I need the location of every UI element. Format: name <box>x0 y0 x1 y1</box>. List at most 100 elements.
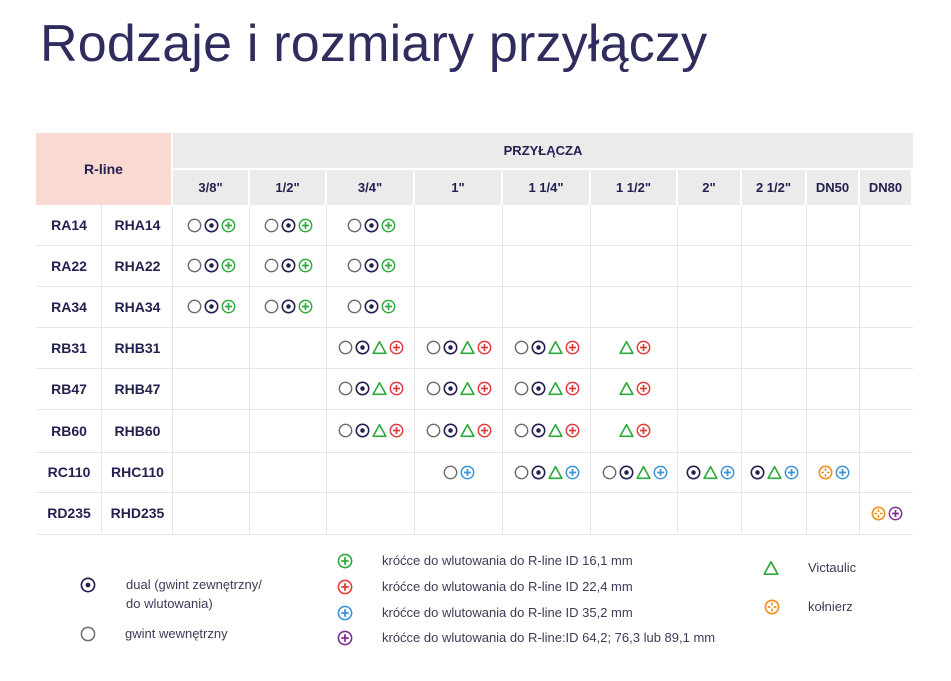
legend-blue-label: króćce do wlutowania do R-line ID 35,2 m… <box>382 605 633 620</box>
model-rha: RHA22 <box>114 257 161 274</box>
green-plus-icon <box>337 553 353 569</box>
legend-red-label: króćce do wlutowania do R-line ID 22,4 m… <box>382 579 633 594</box>
blue-plus-icon <box>720 465 735 480</box>
connection-cell <box>173 205 250 245</box>
triangle-icon <box>372 381 387 396</box>
legend-dual: dual (gwint zewnętrzny/ do wlutowania) <box>80 577 262 613</box>
dual-icon <box>531 340 546 355</box>
green-plus-icon <box>298 218 313 233</box>
row-divider <box>36 245 913 246</box>
green-plus-icon <box>381 299 396 314</box>
green-plus-icon <box>221 218 236 233</box>
column-divider <box>326 205 327 534</box>
triangle-icon <box>548 423 563 438</box>
blue-plus-icon <box>653 465 668 480</box>
open-circle-icon <box>347 299 362 314</box>
connection-cell <box>591 327 678 368</box>
triangle-icon <box>635 465 651 480</box>
red-plus-icon <box>565 381 580 396</box>
blue-plus-icon <box>835 465 850 480</box>
legend-dual-label: dual (gwint zewnętrzny/ do wlutowania) <box>126 577 262 611</box>
column-divider <box>741 205 742 534</box>
dual-icon <box>281 258 296 273</box>
model-rha: RHB47 <box>114 380 161 397</box>
flange-icon <box>764 599 780 615</box>
triangle-icon <box>372 423 387 438</box>
triangle-icon <box>763 560 779 576</box>
flange-icon <box>871 506 886 521</box>
dual-icon <box>355 381 370 396</box>
red-plus-icon <box>636 423 651 438</box>
size-header: 1 1/4" <box>503 170 589 205</box>
red-plus-icon <box>477 340 492 355</box>
row-divider <box>36 327 913 328</box>
column-divider <box>502 205 503 534</box>
model-rha: RHA14 <box>114 217 161 233</box>
triangle-icon <box>460 340 475 355</box>
model-ra: RA34 <box>51 298 87 315</box>
blue-plus-icon <box>337 605 353 621</box>
model-ra: RA14 <box>51 217 87 233</box>
open-circle-icon <box>426 381 441 396</box>
red-plus-icon <box>636 381 651 396</box>
open-circle-icon <box>347 218 362 233</box>
open-circle-icon <box>338 423 353 438</box>
connection-cell <box>327 205 415 245</box>
model-ra: RA22 <box>51 257 87 274</box>
model-ra: RD235 <box>47 505 91 521</box>
dual-icon <box>281 218 296 233</box>
connection-cell <box>415 368 503 409</box>
legend-triangle-label: Victaulic <box>808 560 857 575</box>
triangle-icon <box>702 465 718 480</box>
red-plus-icon <box>389 340 404 355</box>
dual-icon <box>531 423 546 438</box>
purple-plus-icon <box>888 506 903 521</box>
size-header: DN50 <box>807 170 858 205</box>
connection-cell <box>503 327 591 368</box>
blue-plus-icon <box>565 465 580 480</box>
triangle-icon <box>548 465 563 480</box>
size-header: 1" <box>415 170 501 205</box>
dual-icon <box>281 299 296 314</box>
size-header: 1/2" <box>250 170 325 205</box>
dual-icon <box>619 465 634 480</box>
dual-icon <box>364 258 379 273</box>
green-plus-icon <box>221 299 236 314</box>
flange-icon <box>818 465 833 480</box>
dual-icon <box>443 340 458 355</box>
open-circle-icon <box>264 299 279 314</box>
connections-header: PRZYŁĄCZA <box>173 133 913 168</box>
column-divider <box>590 205 591 534</box>
connection-cell <box>807 452 860 492</box>
row-divider <box>36 286 913 287</box>
dual-icon <box>443 423 458 438</box>
red-plus-icon <box>477 381 492 396</box>
open-circle-icon <box>338 381 353 396</box>
open-circle-icon <box>80 626 96 642</box>
connection-cell <box>503 409 591 452</box>
model-rha: RHC110 <box>111 464 164 480</box>
dual-icon <box>364 218 379 233</box>
connections-table: R-line PRZYŁĄCZA 3/8" 1/2" 3/4" 1" 1 1/4" 1 1… <box>36 133 913 535</box>
open-circle-icon <box>187 218 202 233</box>
legend-open-label: gwint wewnętrzny <box>125 626 228 641</box>
green-plus-icon <box>298 258 313 273</box>
legend-green: króćce do wlutowania do R-line ID 16,1 m… <box>337 553 633 570</box>
open-circle-icon <box>426 423 441 438</box>
triangle-icon <box>548 381 563 396</box>
column-divider <box>101 205 102 534</box>
red-plus-icon <box>565 423 580 438</box>
connection-cell <box>591 368 678 409</box>
row-divider <box>36 409 913 410</box>
size-header: 3/4" <box>327 170 413 205</box>
blue-plus-icon <box>784 465 799 480</box>
model-ra: RB47 <box>51 380 87 397</box>
red-plus-icon <box>565 340 580 355</box>
connection-cell <box>327 368 415 409</box>
open-circle-icon <box>514 381 529 396</box>
connection-cell <box>860 492 913 534</box>
dual-icon <box>364 299 379 314</box>
connection-cell <box>415 327 503 368</box>
red-plus-icon <box>337 579 353 595</box>
open-circle-icon <box>264 258 279 273</box>
